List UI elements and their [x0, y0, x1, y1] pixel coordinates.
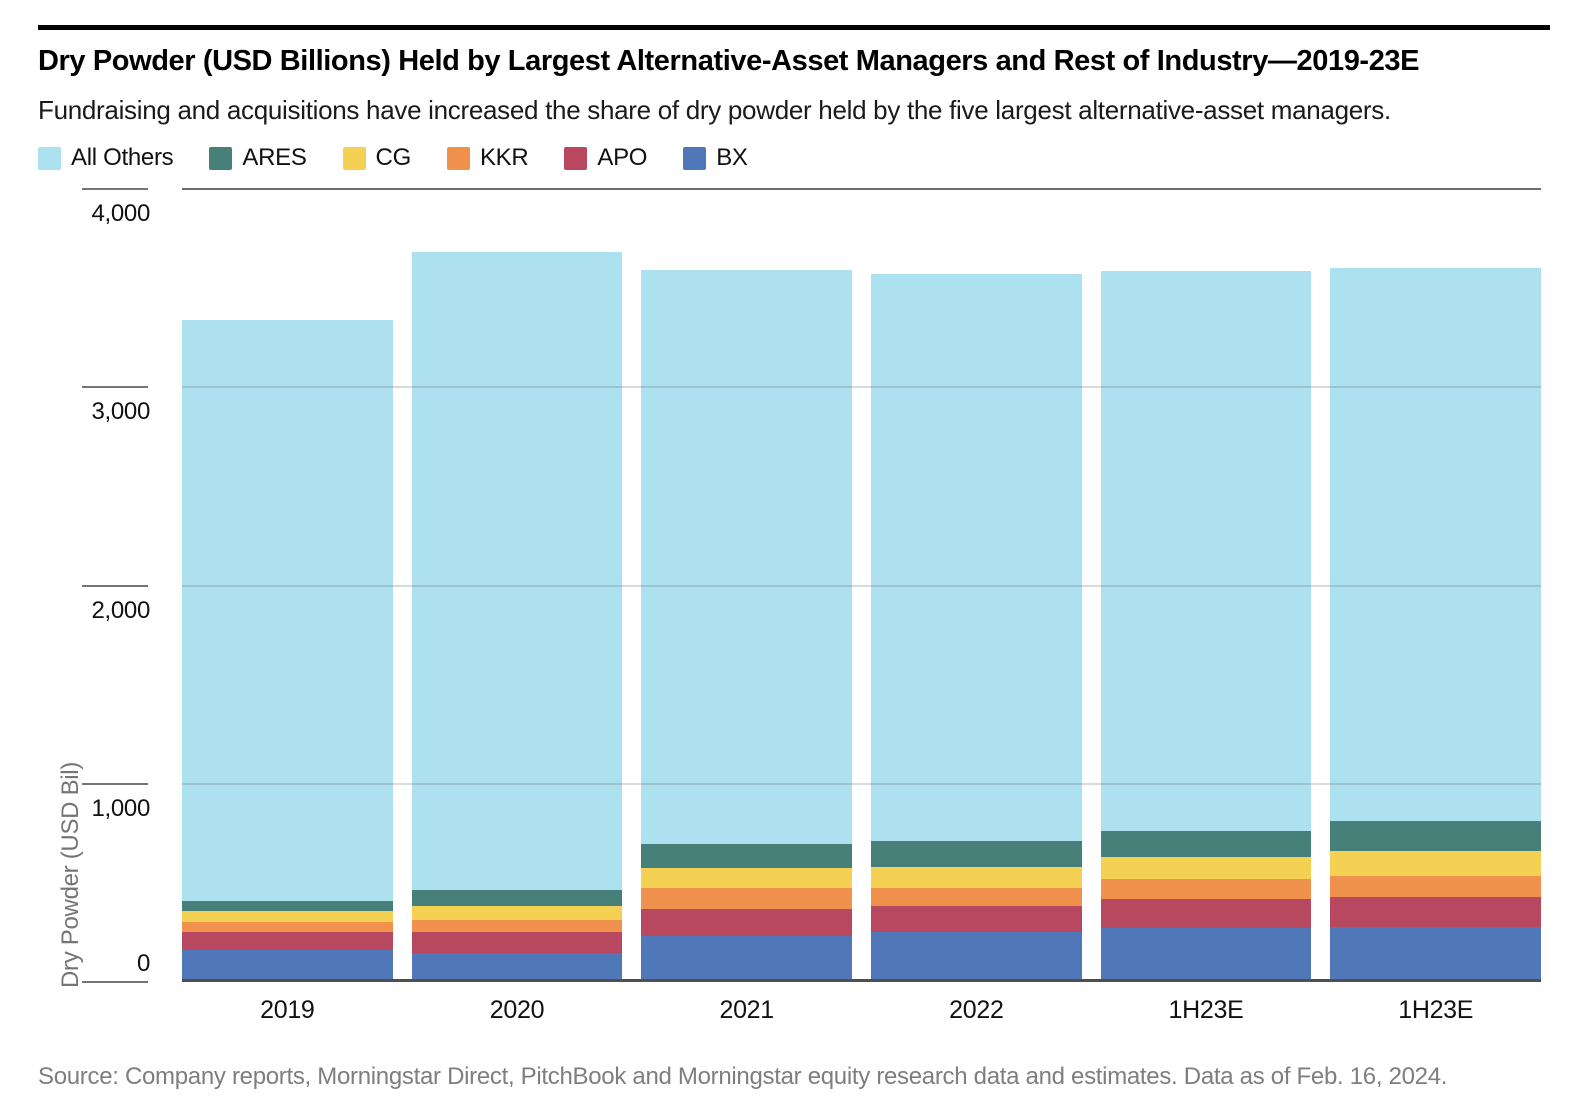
x-axis-label: 2020 — [489, 996, 545, 1024]
bar-segment-all-others — [182, 319, 393, 901]
bar-segment-ares — [182, 900, 393, 911]
y-tick-label: 4,000 — [91, 200, 150, 227]
bar-segment-bx — [182, 950, 393, 982]
bar-segment-cg — [871, 867, 1082, 888]
bars — [182, 189, 1542, 982]
bar-segment-apo — [182, 932, 393, 951]
y-axis-title: Dry Powder (USD Bil) — [57, 761, 84, 988]
bar-segment-ares — [411, 889, 623, 906]
bar-segment-all-others — [641, 270, 853, 845]
bar-segment-cg — [411, 905, 623, 920]
legend-item-kkr: KKR — [446, 144, 529, 172]
stacked-bar-1h23e — [1100, 189, 1312, 982]
legend-item-apo: APO — [564, 144, 647, 172]
bar-segment-ares — [641, 844, 853, 869]
legend: All Others ARES CG KKR APO BX — [38, 144, 748, 172]
bar-segment-kkr — [1100, 878, 1312, 899]
bar-segment-apo — [1330, 896, 1542, 928]
bar-segment-kkr — [411, 919, 623, 933]
stacked-bar-1h23e — [1330, 189, 1542, 982]
bar-segment-all-others — [1100, 271, 1312, 832]
stacked-bar-2019 — [182, 189, 393, 982]
bar-segment-ares — [1330, 821, 1542, 852]
y-tick-mark — [82, 188, 148, 190]
y-tick-label: 1,000 — [91, 794, 150, 822]
bar-segment-cg — [641, 868, 853, 888]
bar-segment-cg — [1330, 851, 1542, 876]
legend-label: APO — [597, 144, 648, 171]
source-note: Source: Company reports, Morningstar Dir… — [38, 1063, 1448, 1090]
bar-segment-all-others — [411, 252, 623, 890]
bar-segment-cg — [182, 910, 393, 922]
x-axis-line — [182, 979, 1541, 982]
bar-segment-apo — [411, 932, 623, 954]
legend-swatch — [342, 146, 366, 170]
bar-segment-ares — [871, 841, 1082, 868]
legend-label: All Others — [71, 144, 174, 171]
legend-item-cg: CG — [342, 144, 412, 172]
bar-segment-bx — [1330, 927, 1542, 982]
bar-segment-cg — [1100, 857, 1312, 879]
legend-swatch — [446, 146, 470, 170]
legend-swatch — [564, 146, 588, 170]
legend-label: CG — [375, 144, 412, 171]
bar-segment-bx — [411, 953, 623, 982]
bar-segment-kkr — [182, 921, 393, 933]
chart-subtitle: Fundraising and acquisitions have increa… — [38, 95, 1391, 125]
gridline — [182, 386, 1541, 389]
legend-label: BX — [716, 144, 748, 171]
y-tick-mark — [82, 584, 148, 587]
bar-segment-apo — [871, 905, 1082, 933]
y-axis: 4,000 3,000 2,000 1,000 0 — [0, 188, 182, 983]
legend-swatch — [683, 146, 707, 170]
gridline — [182, 188, 1541, 190]
legend-swatch — [209, 146, 233, 170]
bar-segment-bx — [641, 936, 853, 982]
stacked-bar-2020 — [411, 189, 623, 982]
bar-segment-ares — [1100, 831, 1312, 858]
bar-segment-bx — [871, 932, 1082, 982]
y-tick-label: 2,000 — [91, 596, 150, 624]
bar-segment-bx — [1100, 928, 1312, 982]
chart-title: Dry Powder (USD Billions) Held by Larges… — [38, 45, 1420, 77]
x-axis-label: 2022 — [949, 996, 1004, 1024]
bar-segment-all-others — [1330, 268, 1542, 822]
x-axis-label: 2019 — [260, 996, 315, 1024]
legend-item-all-others: All Others — [38, 144, 174, 172]
bar-segment-kkr — [1330, 875, 1542, 897]
top-rule — [38, 25, 1550, 30]
x-axis-label: 1H23E — [1398, 996, 1474, 1024]
x-axis-label: 1H23E — [1168, 996, 1244, 1024]
legend-label: ARES — [242, 144, 307, 171]
legend-item-ares: ARES — [209, 144, 307, 172]
y-tick-mark — [82, 782, 148, 785]
y-tick-label: 3,000 — [91, 398, 150, 426]
y-tick-mark — [82, 386, 148, 389]
bar-segment-all-others — [871, 274, 1082, 842]
bar-segment-kkr — [871, 887, 1082, 906]
stacked-bar-2022 — [871, 189, 1082, 982]
stacked-bar-2021 — [641, 189, 853, 982]
legend-swatch — [38, 146, 61, 170]
x-axis-label: 2021 — [719, 996, 774, 1024]
gridline — [182, 584, 1541, 587]
y-tick-mark — [82, 981, 148, 983]
plot-area — [182, 188, 1542, 982]
y-tick-label: 0 — [136, 950, 150, 977]
bar-segment-kkr — [641, 887, 853, 909]
bar-segment-apo — [1100, 898, 1312, 929]
gridline — [182, 782, 1541, 785]
bar-segment-apo — [641, 908, 853, 937]
legend-item-bx: BX — [683, 144, 748, 172]
legend-label: KKR — [479, 144, 529, 171]
x-axis-labels: 2019 2020 2021 2022 1H23E 1H23E — [182, 996, 1541, 1025]
